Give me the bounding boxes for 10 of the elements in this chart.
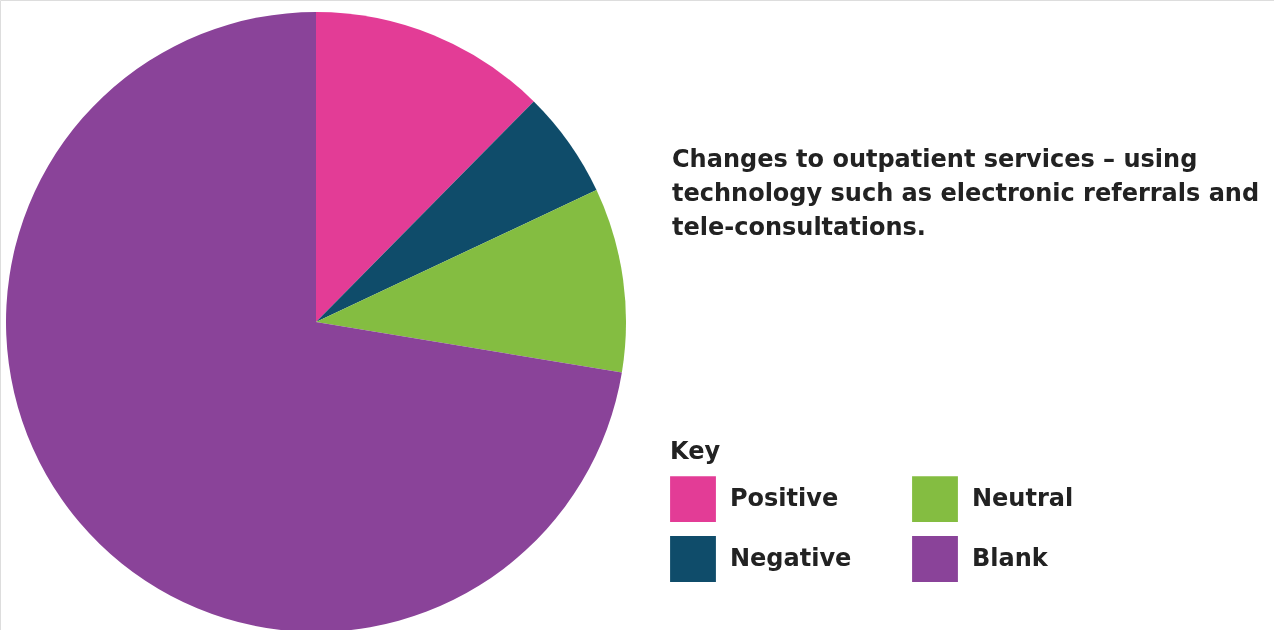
pie-slice <box>316 12 534 322</box>
text: Changes to outpatient services – using technology such as electronic referrals and tele-consultations. <box>672 145 1260 241</box>
legend-label: Positive <box>730 484 839 513</box>
legend-label: Negative <box>730 544 852 572</box>
legend-label: Blank <box>972 544 1049 572</box>
pie-slice <box>6 12 622 630</box>
pie-slice <box>316 101 597 322</box>
legend-title: Key <box>670 437 721 465</box>
pie-slice <box>316 190 626 373</box>
legend-label: Neutral <box>972 484 1074 513</box>
